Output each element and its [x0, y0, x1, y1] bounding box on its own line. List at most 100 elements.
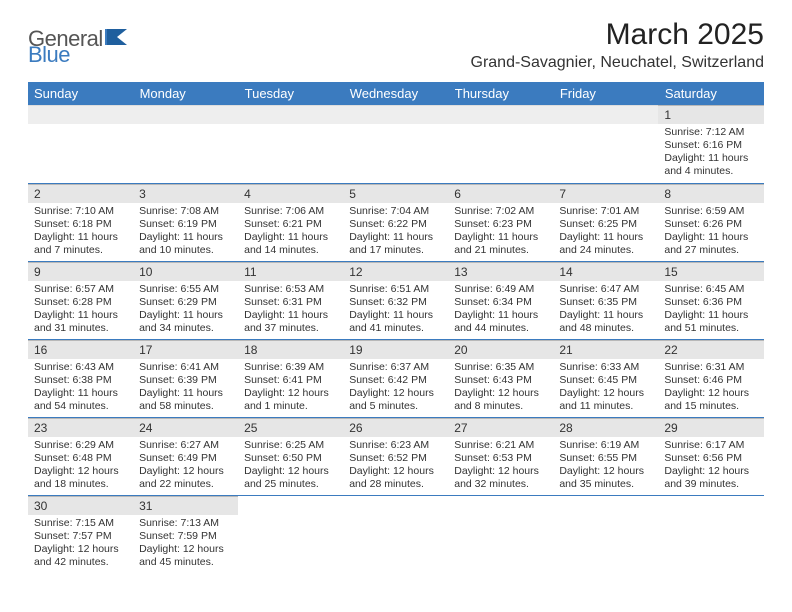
- calendar-cell: 11Sunrise: 6:53 AMSunset: 6:31 PMDayligh…: [238, 261, 343, 339]
- day-details: Sunrise: 6:35 AMSunset: 6:43 PMDaylight:…: [448, 359, 553, 417]
- calendar-cell: 7Sunrise: 7:01 AMSunset: 6:25 PMDaylight…: [553, 183, 658, 261]
- day-number: 5: [343, 184, 448, 203]
- calendar-cell: 18Sunrise: 6:39 AMSunset: 6:41 PMDayligh…: [238, 339, 343, 417]
- day-number: 10: [133, 262, 238, 281]
- day-number: 3: [133, 184, 238, 203]
- calendar-cell: .: [343, 105, 448, 183]
- calendar-cell: 4Sunrise: 7:06 AMSunset: 6:21 PMDaylight…: [238, 183, 343, 261]
- day-details: Sunrise: 6:47 AMSunset: 6:35 PMDaylight:…: [553, 281, 658, 339]
- day-details: Sunrise: 7:02 AMSunset: 6:23 PMDaylight:…: [448, 203, 553, 261]
- day-details: Sunrise: 7:10 AMSunset: 6:18 PMDaylight:…: [28, 203, 133, 261]
- calendar-week-row: 16Sunrise: 6:43 AMSunset: 6:38 PMDayligh…: [28, 339, 764, 417]
- day-number: 20: [448, 340, 553, 359]
- day-number: 15: [658, 262, 763, 281]
- month-title: March 2025: [471, 18, 765, 52]
- day-number: 23: [28, 418, 133, 437]
- calendar-cell: 13Sunrise: 6:49 AMSunset: 6:34 PMDayligh…: [448, 261, 553, 339]
- calendar-cell: 6Sunrise: 7:02 AMSunset: 6:23 PMDaylight…: [448, 183, 553, 261]
- day-number: 27: [448, 418, 553, 437]
- calendar-cell: 26Sunrise: 6:23 AMSunset: 6:52 PMDayligh…: [343, 417, 448, 495]
- day-details: Sunrise: 7:01 AMSunset: 6:25 PMDaylight:…: [553, 203, 658, 261]
- day-number: 25: [238, 418, 343, 437]
- day-number: 22: [658, 340, 763, 359]
- day-number: 1: [658, 105, 763, 124]
- calendar-cell: 25Sunrise: 6:25 AMSunset: 6:50 PMDayligh…: [238, 417, 343, 495]
- calendar-week-row: 23Sunrise: 6:29 AMSunset: 6:48 PMDayligh…: [28, 417, 764, 495]
- calendar-cell: .: [553, 105, 658, 183]
- day-number: 19: [343, 340, 448, 359]
- logo-flag-icon: [105, 27, 131, 52]
- day-details: Sunrise: 6:49 AMSunset: 6:34 PMDaylight:…: [448, 281, 553, 339]
- weekday-header: Friday: [553, 82, 658, 105]
- calendar-cell: [343, 495, 448, 573]
- day-details: Sunrise: 7:04 AMSunset: 6:22 PMDaylight:…: [343, 203, 448, 261]
- weekday-header: Sunday: [28, 82, 133, 105]
- day-details: Sunrise: 6:59 AMSunset: 6:26 PMDaylight:…: [658, 203, 763, 261]
- calendar-cell: [238, 495, 343, 573]
- location-subtitle: Grand-Savagnier, Neuchatel, Switzerland: [471, 54, 765, 72]
- calendar-cell: 3Sunrise: 7:08 AMSunset: 6:19 PMDaylight…: [133, 183, 238, 261]
- day-number: 29: [658, 418, 763, 437]
- calendar-cell: 20Sunrise: 6:35 AMSunset: 6:43 PMDayligh…: [448, 339, 553, 417]
- day-number: 26: [343, 418, 448, 437]
- day-number: 12: [343, 262, 448, 281]
- day-details: Sunrise: 6:39 AMSunset: 6:41 PMDaylight:…: [238, 359, 343, 417]
- day-number: 8: [658, 184, 763, 203]
- calendar-cell: [553, 495, 658, 573]
- calendar-cell: 8Sunrise: 6:59 AMSunset: 6:26 PMDaylight…: [658, 183, 763, 261]
- weekday-header: Saturday: [658, 82, 763, 105]
- day-number: 13: [448, 262, 553, 281]
- calendar-cell: 22Sunrise: 6:31 AMSunset: 6:46 PMDayligh…: [658, 339, 763, 417]
- calendar-cell: 30Sunrise: 7:15 AMSunset: 7:57 PMDayligh…: [28, 495, 133, 573]
- day-details: Sunrise: 6:43 AMSunset: 6:38 PMDaylight:…: [28, 359, 133, 417]
- calendar-cell: 10Sunrise: 6:55 AMSunset: 6:29 PMDayligh…: [133, 261, 238, 339]
- calendar-cell: 1Sunrise: 7:12 AMSunset: 6:16 PMDaylight…: [658, 105, 763, 183]
- day-number: 2: [28, 184, 133, 203]
- day-details: Sunrise: 7:06 AMSunset: 6:21 PMDaylight:…: [238, 203, 343, 261]
- day-details: Sunrise: 6:23 AMSunset: 6:52 PMDaylight:…: [343, 437, 448, 495]
- calendar-week-row: 9Sunrise: 6:57 AMSunset: 6:28 PMDaylight…: [28, 261, 764, 339]
- calendar-cell: 2Sunrise: 7:10 AMSunset: 6:18 PMDaylight…: [28, 183, 133, 261]
- day-details: Sunrise: 7:08 AMSunset: 6:19 PMDaylight:…: [133, 203, 238, 261]
- calendar-table: Sunday Monday Tuesday Wednesday Thursday…: [28, 82, 764, 573]
- day-number: 9: [28, 262, 133, 281]
- day-details: Sunrise: 6:37 AMSunset: 6:42 PMDaylight:…: [343, 359, 448, 417]
- day-details: Sunrise: 6:45 AMSunset: 6:36 PMDaylight:…: [658, 281, 763, 339]
- day-number: 7: [553, 184, 658, 203]
- day-details: Sunrise: 6:31 AMSunset: 6:46 PMDaylight:…: [658, 359, 763, 417]
- calendar-cell: [448, 495, 553, 573]
- weekday-header: Wednesday: [343, 82, 448, 105]
- day-number: 28: [553, 418, 658, 437]
- day-number: 16: [28, 340, 133, 359]
- day-details: Sunrise: 6:27 AMSunset: 6:49 PMDaylight:…: [133, 437, 238, 495]
- logo-text-blue: Blue: [28, 42, 70, 67]
- day-number: 14: [553, 262, 658, 281]
- calendar-cell: .: [133, 105, 238, 183]
- calendar-cell: .: [28, 105, 133, 183]
- day-number: 21: [553, 340, 658, 359]
- calendar-cell: 14Sunrise: 6:47 AMSunset: 6:35 PMDayligh…: [553, 261, 658, 339]
- day-number: 6: [448, 184, 553, 203]
- day-details: Sunrise: 6:25 AMSunset: 6:50 PMDaylight:…: [238, 437, 343, 495]
- day-number: 17: [133, 340, 238, 359]
- day-details: Sunrise: 6:17 AMSunset: 6:56 PMDaylight:…: [658, 437, 763, 495]
- day-details: Sunrise: 6:55 AMSunset: 6:29 PMDaylight:…: [133, 281, 238, 339]
- calendar-cell: .: [238, 105, 343, 183]
- day-number: 4: [238, 184, 343, 203]
- weekday-header: Thursday: [448, 82, 553, 105]
- day-details: Sunrise: 6:21 AMSunset: 6:53 PMDaylight:…: [448, 437, 553, 495]
- calendar-cell: 29Sunrise: 6:17 AMSunset: 6:56 PMDayligh…: [658, 417, 763, 495]
- day-details: Sunrise: 6:51 AMSunset: 6:32 PMDaylight:…: [343, 281, 448, 339]
- calendar-cell: 12Sunrise: 6:51 AMSunset: 6:32 PMDayligh…: [343, 261, 448, 339]
- day-details: Sunrise: 6:41 AMSunset: 6:39 PMDaylight:…: [133, 359, 238, 417]
- day-details: Sunrise: 6:57 AMSunset: 6:28 PMDaylight:…: [28, 281, 133, 339]
- calendar-cell: [658, 495, 763, 573]
- day-number: 31: [133, 496, 238, 515]
- day-number: 30: [28, 496, 133, 515]
- day-number: 11: [238, 262, 343, 281]
- day-details: Sunrise: 6:53 AMSunset: 6:31 PMDaylight:…: [238, 281, 343, 339]
- calendar-week-row: 2Sunrise: 7:10 AMSunset: 6:18 PMDaylight…: [28, 183, 764, 261]
- day-details: Sunrise: 6:19 AMSunset: 6:55 PMDaylight:…: [553, 437, 658, 495]
- calendar-week-row: 30Sunrise: 7:15 AMSunset: 7:57 PMDayligh…: [28, 495, 764, 573]
- calendar-cell: 23Sunrise: 6:29 AMSunset: 6:48 PMDayligh…: [28, 417, 133, 495]
